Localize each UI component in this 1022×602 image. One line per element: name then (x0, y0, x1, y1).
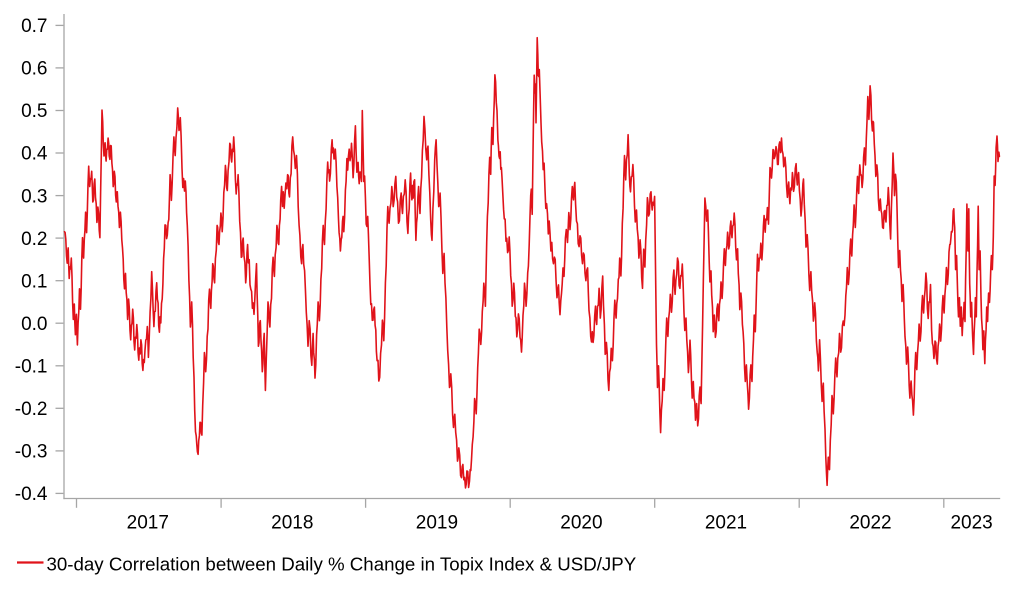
svg-text:2021: 2021 (705, 513, 747, 534)
svg-text:30-day Correlation between Dai: 30-day Correlation between Daily % Chang… (47, 554, 637, 575)
svg-text:-0.1: -0.1 (15, 357, 48, 378)
svg-text:0.1: 0.1 (21, 271, 47, 292)
svg-text:0.0: 0.0 (21, 314, 47, 335)
svg-text:-0.3: -0.3 (15, 442, 48, 463)
svg-text:0.2: 0.2 (21, 229, 47, 250)
svg-text:0.7: 0.7 (21, 16, 47, 37)
svg-text:0.4: 0.4 (21, 144, 48, 165)
svg-text:0.3: 0.3 (21, 186, 47, 207)
svg-text:0.5: 0.5 (21, 101, 47, 122)
svg-text:2017: 2017 (127, 513, 169, 534)
svg-text:2022: 2022 (849, 513, 891, 534)
svg-text:2020: 2020 (560, 513, 602, 534)
svg-text:-0.2: -0.2 (15, 399, 48, 420)
svg-text:0.6: 0.6 (21, 59, 47, 80)
svg-text:-0.4: -0.4 (15, 484, 48, 505)
svg-text:2018: 2018 (271, 513, 313, 534)
svg-text:2019: 2019 (416, 513, 458, 534)
svg-text:2023: 2023 (950, 513, 992, 534)
